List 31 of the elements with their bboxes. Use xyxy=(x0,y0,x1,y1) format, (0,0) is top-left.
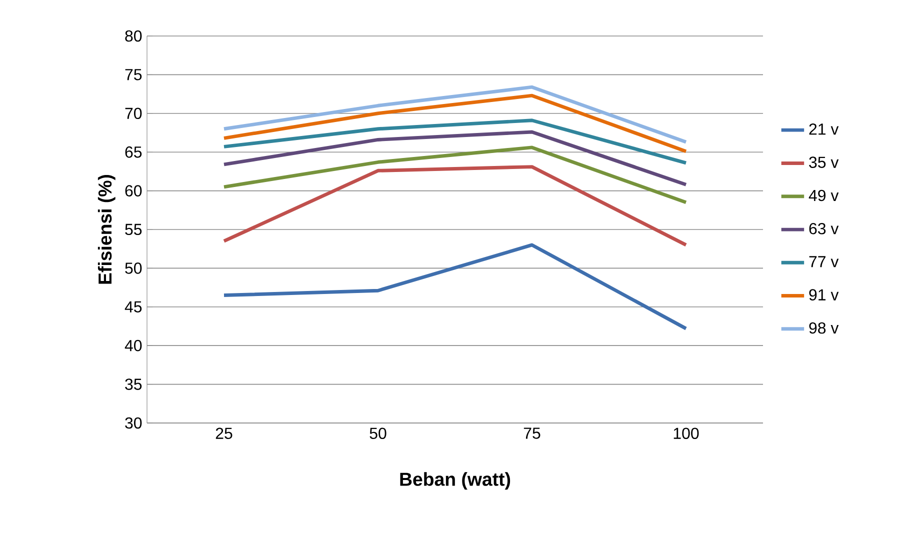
x-tick-label: 50 xyxy=(370,428,386,440)
line-series xyxy=(222,243,688,330)
y-tick-label: 55 xyxy=(125,224,142,236)
legend-label: 91 v xyxy=(809,289,839,300)
x-tick-label: 25 xyxy=(216,428,232,440)
line-series xyxy=(222,85,688,144)
y-tick-label: 45 xyxy=(124,301,142,312)
x-axis-title: Beban (watt) xyxy=(400,472,510,490)
y-tick-label: 60 xyxy=(125,185,142,196)
legend-label: 77 v xyxy=(809,256,839,268)
y-tick-label: 75 xyxy=(125,69,142,80)
y-tick-label: 80 xyxy=(125,30,142,42)
y-axis-title: Efisiensi (%) xyxy=(98,174,116,284)
legend-label: 98 v xyxy=(809,322,839,334)
line-series xyxy=(222,94,688,154)
x-tick-label: 75 xyxy=(524,428,540,439)
y-tick-label: 35 xyxy=(125,378,142,390)
x-tick-label: 100 xyxy=(674,428,699,440)
y-tick-label: 65 xyxy=(125,146,142,158)
y-tick-label: 30 xyxy=(125,417,142,429)
line-series xyxy=(222,130,688,186)
line-series xyxy=(222,146,688,204)
legend-label: 63 v xyxy=(809,222,839,234)
y-tick-label: 40 xyxy=(124,340,142,352)
legend-label: 49 v xyxy=(808,190,839,202)
legend-label: 21 v xyxy=(809,123,839,135)
y-tick-label: 50 xyxy=(125,262,142,274)
legend-label: 35 v xyxy=(809,156,839,168)
line-series xyxy=(222,118,688,165)
y-tick-label: 70 xyxy=(125,108,142,120)
line-series xyxy=(222,165,688,247)
